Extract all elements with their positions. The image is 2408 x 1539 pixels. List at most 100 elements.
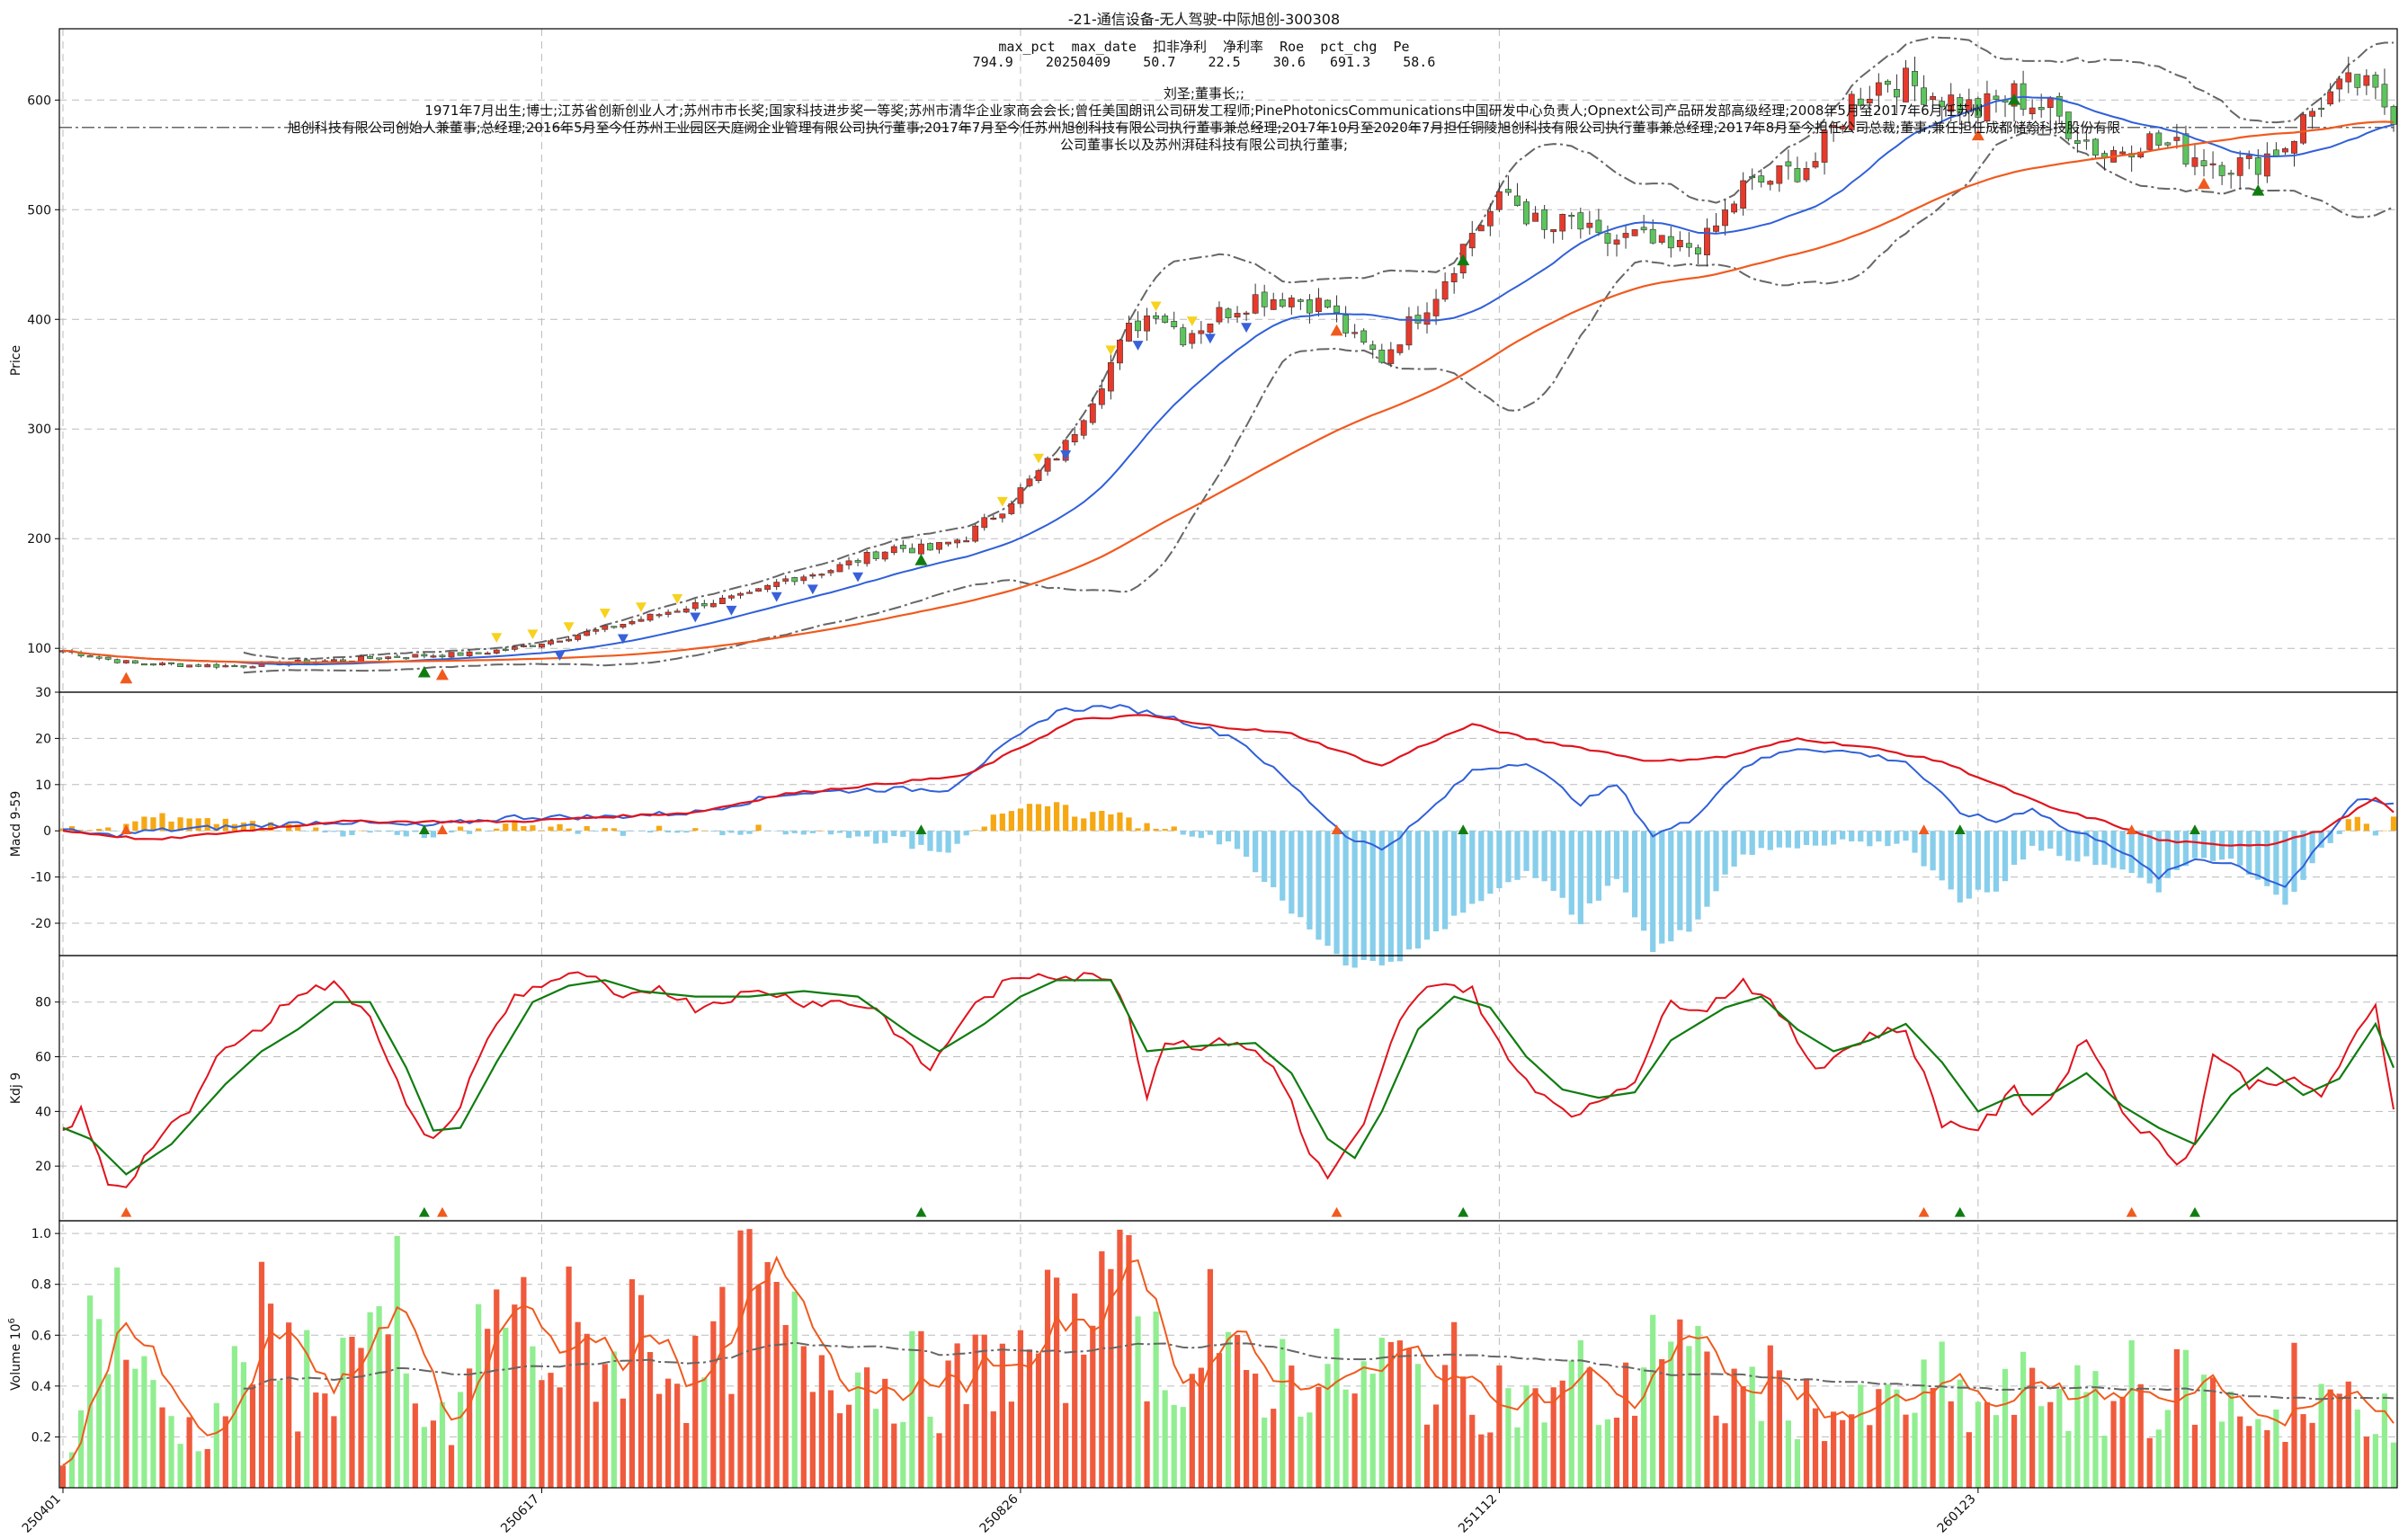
macd-histogram-bar [2110,831,2117,868]
candle [1821,129,1828,163]
macd-histogram-bar [1840,831,1846,840]
y-tick-label: 80 [35,996,51,1010]
macd-histogram-bar [1081,818,1087,832]
macd-histogram-bar [1054,802,1060,832]
macd-histogram-bar [1704,831,1710,907]
volume-bar [2074,1365,2081,1488]
candle [1044,458,1051,472]
macd-histogram-bar [1460,831,1467,913]
volume-bar [150,1380,156,1488]
macd-histogram-bar [818,831,825,832]
candle [1378,350,1386,363]
volume-bar [485,1329,491,1488]
macd-histogram-bar [1695,831,1701,920]
macd-histogram-bar [1162,829,1168,832]
candle [1622,233,1629,238]
volume-bar [1289,1366,1295,1488]
candle [1667,236,1674,249]
candle [1631,229,1638,236]
macd-signal-sell [1954,824,1966,835]
candle [1189,333,1196,344]
volume-bar [494,1289,500,1488]
volume-bar [972,1334,978,1488]
candle [593,629,600,632]
macd-histogram-bar [1514,831,1521,880]
volume-bar [213,1402,219,1488]
candle [1071,434,1078,442]
macd-histogram-bar [854,831,861,837]
bio-line-2: 旭创科技有限公司创始人兼董事;总经理;2016年5月至今任苏州工业园区天庭阙企业… [287,120,2121,136]
volume-bar [1849,1414,1855,1488]
volume-bar [873,1409,879,1488]
macd-histogram-bar [2173,831,2180,871]
candle [150,663,156,666]
macd-histogram-bar [2300,831,2306,880]
volume-bar [1695,1326,1701,1488]
candle [638,618,645,622]
macd-histogram-bar [1207,831,1214,835]
volume-bar [2336,1393,2342,1488]
volume-bar [1930,1387,1936,1488]
candle [673,610,681,613]
candle [1414,315,1422,324]
price-signal-buy [435,668,449,681]
candle [945,541,951,545]
candle [394,655,401,658]
candle [511,646,518,650]
price-signal-buy [1330,324,1343,336]
macd-histogram-bar [1262,831,1268,883]
macd-histogram-bar [1144,823,1150,832]
candle [1685,243,1692,248]
candle [1695,247,1701,254]
candle [1541,209,1548,230]
volume-bar [2381,1393,2388,1488]
macd-histogram-bar [2246,831,2252,876]
volume-bar [304,1330,310,1488]
macd-histogram-bar [503,823,509,832]
blue-marker [771,592,782,602]
macd-histogram-bar [240,823,247,832]
candle [493,649,500,654]
volume-bar [728,1393,735,1488]
volume-bar [1405,1348,1413,1488]
candle [1324,299,1331,308]
volume-bar [1108,1268,1114,1488]
macd-histogram-bar [963,831,969,836]
macd-histogram-bar [494,828,500,832]
candle [728,595,735,599]
macd-histogram-bar [1568,831,1574,915]
candle [1948,94,1955,112]
candle [2372,75,2379,88]
y-tick-label: 0.8 [31,1278,51,1293]
volume-bar [2110,1401,2117,1488]
macd-histogram-bar [972,830,978,832]
bio-line-3: 公司董事长以及苏州湃硅科技有限公司执行董事; [1059,137,1349,153]
macd-histogram-bar [945,831,951,853]
candle [1270,299,1277,310]
candle [1279,299,1286,307]
candle [746,592,753,594]
volume-bar [1271,1409,1277,1488]
volume-bar [1487,1432,1494,1488]
candle [718,597,726,604]
blue-marker [1204,334,1216,344]
volume-bar [1072,1293,1078,1488]
candle [1450,272,1458,282]
candle [222,665,229,668]
macd-histogram-bar [195,818,201,832]
candle [95,656,103,659]
volume-bar [1993,1415,2000,1488]
macd-signal-buy [436,824,448,835]
candle [2318,107,2325,111]
volume-bar [1586,1367,1592,1488]
candle [520,645,527,647]
macd-histogram-bar [1405,831,1413,950]
volume-bar [1324,1364,1331,1488]
volume-bar [1939,1341,1945,1488]
y-tick-label: 60 [35,1051,51,1065]
candle [602,625,609,630]
candle [1848,93,1855,130]
y-tick-label: 500 [27,203,51,218]
volume-bar [557,1387,563,1488]
candle [249,666,256,669]
